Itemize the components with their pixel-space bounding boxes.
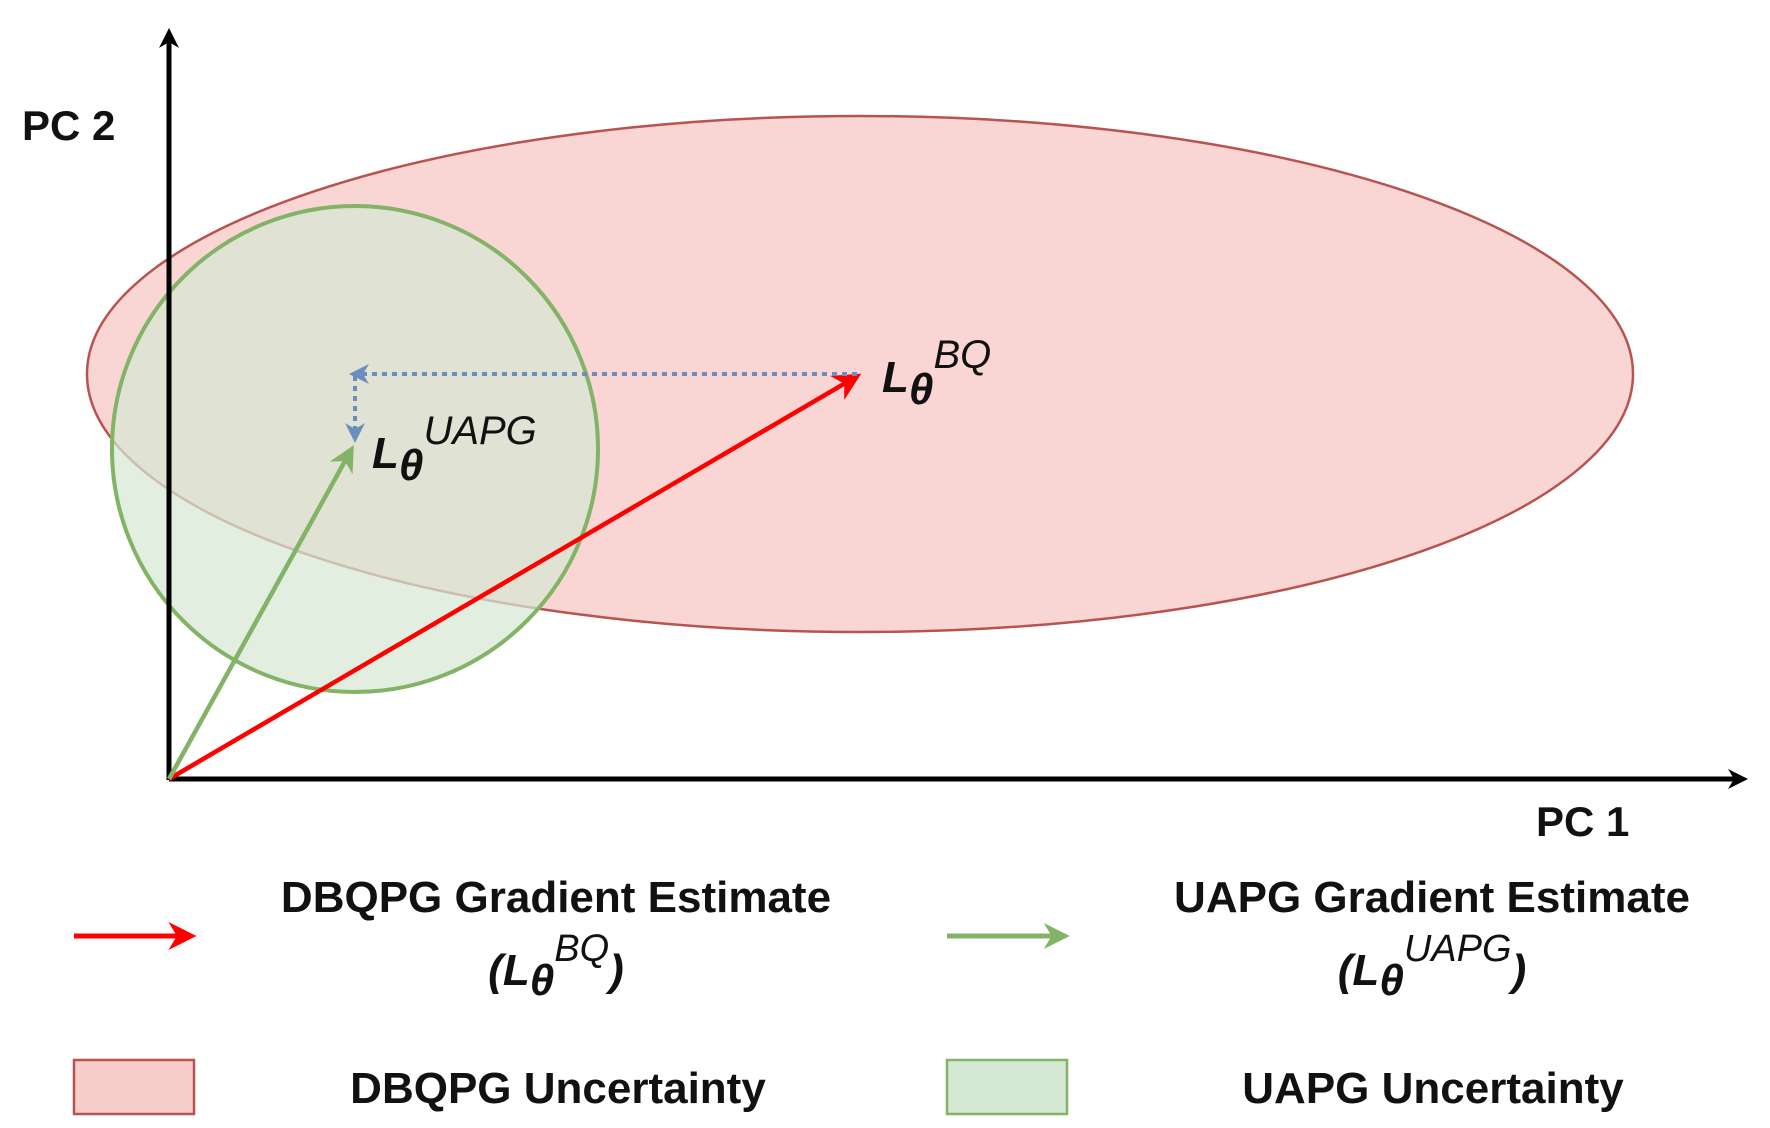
dbqpg-gradient-arrow [167,373,862,781]
y-axis-label: PC 2 [22,102,115,149]
legend-dbqpg-uncertainty-title: DBQPG Uncertainty [350,1064,766,1113]
legend-uapg-uncertainty-swatch [945,1058,1069,1116]
uapg-uncertainty-circle [110,204,600,694]
legend-uapg-gradient-symbol: (LθUAPG) [1338,928,1526,1005]
legend-dbqpg-gradient-title: DBQPG Gradient Estimate [281,873,831,922]
x-axis-label: PC 1 [1536,798,1629,845]
uapg-vector-label: LθUAPG [372,409,537,490]
legend-dbqpg-uncertainty-swatch [72,1058,196,1116]
legend-dbqpg-gradient-symbol: (LθBQ) [488,928,624,1005]
legend-uapg-uncertainty-title: UAPG Uncertainty [1242,1064,1624,1113]
legend-uapg-gradient-title: UAPG Gradient Estimate [1174,873,1690,922]
uapg-gradient-arrow [167,445,354,781]
bq-vector-label: LθBQ [882,333,991,414]
